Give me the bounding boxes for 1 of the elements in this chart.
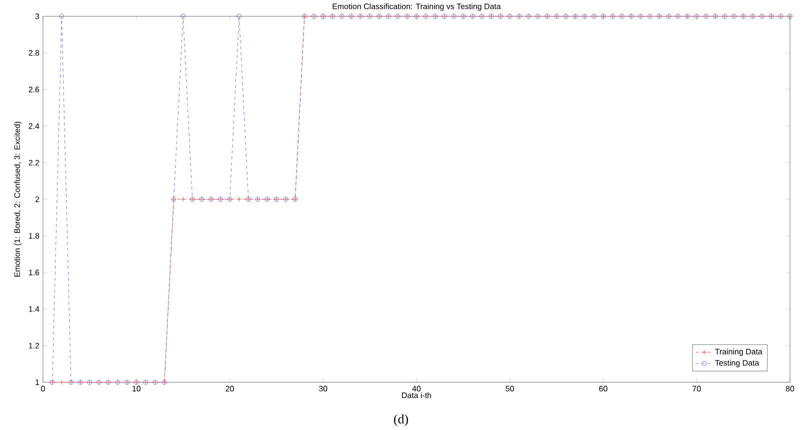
text: (d) — [394, 414, 408, 426]
